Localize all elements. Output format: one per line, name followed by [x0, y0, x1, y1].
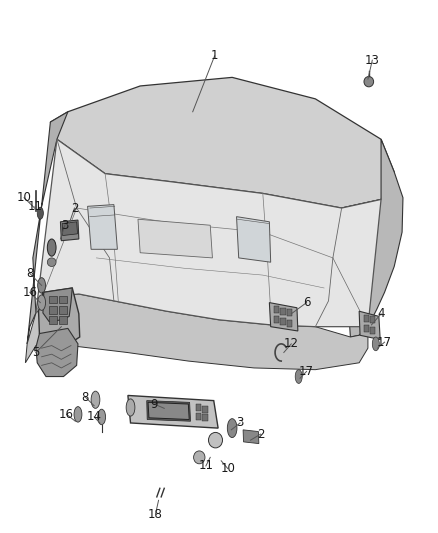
Circle shape	[74, 407, 82, 422]
Polygon shape	[269, 303, 298, 331]
Text: 4: 4	[377, 308, 385, 320]
Circle shape	[37, 207, 43, 219]
Text: 2: 2	[257, 427, 265, 441]
Polygon shape	[62, 222, 78, 236]
Bar	[280, 318, 286, 325]
Text: 12: 12	[284, 337, 299, 350]
Polygon shape	[88, 205, 117, 249]
Text: 8: 8	[26, 267, 33, 280]
Polygon shape	[243, 430, 259, 443]
Text: 10: 10	[17, 191, 32, 204]
Polygon shape	[36, 139, 381, 327]
Polygon shape	[148, 402, 189, 419]
Bar	[59, 296, 67, 303]
Circle shape	[98, 409, 106, 425]
Ellipse shape	[208, 432, 223, 448]
Bar	[196, 413, 201, 419]
Text: 17: 17	[377, 336, 392, 349]
Bar	[202, 406, 208, 413]
Text: 2: 2	[71, 201, 78, 215]
Text: 6: 6	[303, 296, 311, 309]
Text: 16: 16	[22, 286, 37, 299]
Bar	[274, 306, 279, 313]
Bar	[49, 306, 57, 314]
Bar	[59, 317, 67, 324]
Circle shape	[38, 295, 46, 310]
Circle shape	[295, 370, 302, 383]
Bar	[364, 325, 369, 332]
Bar	[49, 296, 57, 303]
Polygon shape	[50, 77, 394, 208]
Bar	[274, 317, 279, 323]
Polygon shape	[60, 220, 79, 241]
Polygon shape	[43, 288, 72, 321]
Text: 14: 14	[87, 410, 102, 423]
Ellipse shape	[47, 258, 56, 266]
Text: 13: 13	[365, 54, 380, 67]
Bar	[287, 320, 292, 327]
Text: 1: 1	[211, 50, 219, 62]
Text: 18: 18	[148, 507, 163, 521]
Polygon shape	[138, 219, 212, 258]
Text: 3: 3	[61, 219, 68, 232]
Polygon shape	[147, 401, 191, 421]
Polygon shape	[27, 112, 68, 344]
Text: 3: 3	[237, 416, 244, 430]
Bar	[370, 317, 375, 323]
Ellipse shape	[364, 77, 374, 87]
Text: 9: 9	[150, 398, 158, 410]
Circle shape	[38, 278, 46, 293]
Text: 5: 5	[32, 346, 39, 359]
Polygon shape	[359, 311, 380, 340]
Text: 17: 17	[299, 365, 314, 378]
Polygon shape	[25, 294, 368, 370]
Polygon shape	[36, 328, 78, 376]
Circle shape	[47, 239, 56, 256]
Bar	[196, 404, 201, 411]
Bar	[59, 306, 67, 314]
Circle shape	[372, 337, 379, 351]
Polygon shape	[342, 139, 403, 337]
Text: 10: 10	[220, 462, 235, 475]
Text: 11: 11	[198, 459, 213, 472]
Text: 8: 8	[82, 391, 89, 403]
Bar	[370, 327, 375, 334]
Bar	[202, 414, 208, 421]
Polygon shape	[237, 216, 271, 262]
Bar	[287, 310, 292, 317]
Bar	[49, 317, 57, 324]
Polygon shape	[39, 288, 80, 345]
Text: 11: 11	[28, 200, 42, 213]
Text: 16: 16	[59, 408, 74, 421]
Polygon shape	[128, 395, 218, 428]
Circle shape	[126, 399, 135, 416]
Ellipse shape	[194, 451, 205, 464]
Circle shape	[91, 391, 100, 408]
Bar	[364, 314, 369, 321]
Circle shape	[227, 418, 237, 438]
Bar	[280, 308, 286, 314]
